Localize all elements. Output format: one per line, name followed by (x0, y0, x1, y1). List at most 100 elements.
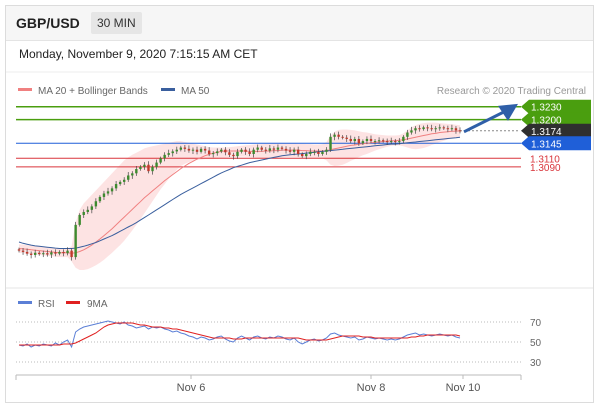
candle-body (317, 151, 320, 154)
candle-body (458, 130, 462, 132)
timeframe-badge[interactable]: 30 MIN (91, 12, 142, 34)
ma9-line (19, 322, 461, 346)
candle-body (284, 148, 288, 151)
x-tick-label: Nov 8 (357, 382, 386, 394)
ma9-legend-swatch (66, 301, 80, 304)
ma9-legend-label: 9MA (87, 299, 108, 310)
candle-body (244, 149, 247, 152)
candle-body (106, 191, 110, 194)
candle-body (309, 151, 312, 154)
rsi-panel: 70 50 30 (16, 318, 542, 369)
candle-body (74, 224, 77, 258)
candle-body (191, 149, 195, 151)
rsi-legend-label: RSI (38, 299, 55, 310)
candle-body (365, 138, 369, 142)
rsi-line (18, 320, 461, 349)
candle-body (430, 128, 433, 130)
rsi-level-label: 50 (530, 338, 542, 349)
candle-body (21, 250, 25, 252)
candle-body (139, 166, 142, 170)
candle-body (131, 173, 134, 176)
candle-body (296, 149, 300, 154)
forecast-arrow-shaft (463, 110, 505, 134)
candle-body (42, 253, 45, 255)
candle-body (167, 153, 170, 155)
candle-body (321, 151, 324, 154)
candle-body (357, 138, 361, 144)
candle-body (38, 252, 41, 255)
candle-body (82, 211, 85, 215)
bollinger-band-area (19, 122, 460, 270)
ma20-legend-label: MA 20 + Bollinger Bands (38, 86, 148, 97)
candle-body (268, 148, 272, 151)
ma50-legend-swatch (161, 88, 175, 91)
candle-body (147, 164, 150, 172)
candle-body (349, 138, 352, 142)
candle-body (272, 148, 276, 150)
candle-body (78, 214, 81, 225)
level-label-1-3090: 1.3090 (530, 163, 561, 174)
candle-body (171, 151, 174, 154)
candle-body (426, 127, 429, 129)
candle-body (122, 179, 126, 182)
candle-body (280, 147, 284, 149)
candle-body (29, 253, 33, 255)
candle-body (248, 151, 251, 154)
candle-body (385, 141, 389, 143)
candle-body (187, 148, 191, 151)
candle-body (98, 196, 102, 202)
candle-body (179, 147, 183, 150)
candle-body (402, 136, 405, 142)
candle-body (256, 147, 259, 150)
candle-body (203, 148, 207, 151)
level-label-1-3110: 1.3110 (530, 154, 560, 165)
candle-body (406, 132, 409, 137)
candle-body (127, 175, 130, 180)
candle-body (118, 181, 122, 185)
x-axis: Nov 6 Nov 8 Nov 10 (15, 375, 522, 394)
candle-body (260, 147, 263, 150)
candle-body (398, 141, 401, 143)
resistance-level-tag (521, 99, 591, 114)
candle-body (325, 149, 328, 152)
candle-body (390, 141, 393, 143)
forecast-arrow (463, 103, 518, 134)
candle-body (66, 250, 69, 254)
candle-body (422, 127, 425, 130)
candle-body (62, 251, 65, 254)
candle-body (446, 128, 450, 130)
level-label-1-3200: 1.3200 (531, 116, 562, 127)
candlesticks (17, 124, 462, 261)
current-level-tag (521, 123, 591, 138)
candle-body (394, 141, 397, 143)
candle-body (199, 148, 203, 152)
candle-body (143, 164, 146, 167)
candle-body (410, 130, 413, 133)
candle-body (195, 149, 199, 152)
candle-body (207, 150, 211, 154)
candle-body (414, 128, 417, 131)
candle-body (373, 141, 377, 143)
candle-body (434, 128, 437, 130)
rsi-legend-swatch (18, 301, 32, 304)
candle-body (236, 151, 239, 157)
candle-body (228, 152, 231, 155)
candle-body (54, 252, 57, 254)
resistance-level-tag (521, 112, 591, 127)
candle-body (329, 136, 332, 150)
candle-body (110, 188, 114, 192)
research-credit: Research © 2020 Trading Central (437, 86, 586, 97)
candle-body (418, 128, 421, 130)
candle-body (240, 149, 243, 152)
candle-body (114, 184, 118, 189)
candle-body (220, 149, 223, 152)
candle-body (90, 206, 94, 210)
candle-body (232, 154, 235, 157)
candle-body (159, 158, 162, 163)
x-tick-label: Nov 6 (177, 382, 206, 394)
level-label-1-3230: 1.3230 (531, 103, 562, 114)
candle-body (454, 128, 458, 131)
currency-pair-title: GBP/USD (16, 15, 80, 31)
candle-body (135, 169, 138, 174)
